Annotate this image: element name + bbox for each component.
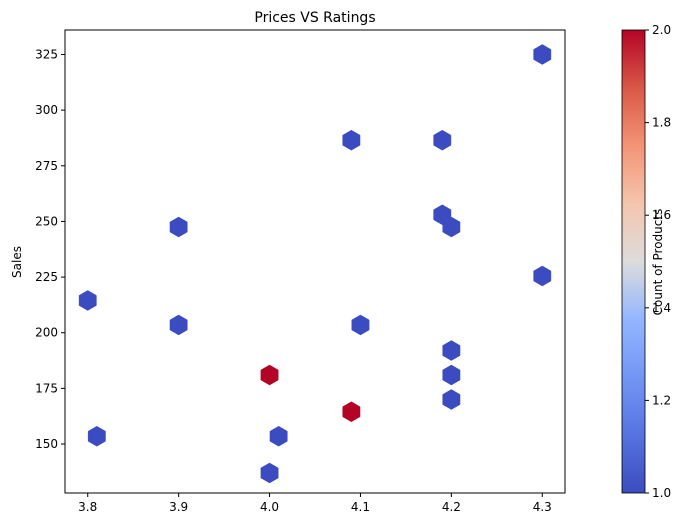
hex-bin <box>169 314 188 336</box>
colorbar-tick-label: 1.6 <box>652 208 671 222</box>
y-tick-label: 300 <box>35 103 58 117</box>
hex-bin <box>342 401 361 423</box>
colorbar-axis: 1.0 1.2 1.4 1.6 1.8 2.0 <box>645 23 671 500</box>
y-tick-label: 250 <box>35 214 58 228</box>
hex-bin <box>260 462 279 484</box>
hex-layer <box>78 44 552 484</box>
hex-bin <box>533 265 552 287</box>
hex-bin <box>433 129 452 151</box>
hex-bin <box>442 364 461 386</box>
y-tick-label: 275 <box>35 159 58 173</box>
hex-bin <box>269 425 288 447</box>
hex-bin <box>442 389 461 410</box>
colorbar <box>621 29 646 494</box>
hex-bin <box>442 340 461 361</box>
x-tick-label: 4.1 <box>351 500 370 514</box>
hex-bin <box>351 314 370 336</box>
colorbar-tick-label: 2.0 <box>652 23 671 37</box>
y-axis: 150 175 200 225 250 275 300 325 <box>35 47 65 451</box>
colorbar-label: Count of Products <box>651 209 665 316</box>
hex-bin <box>78 290 97 311</box>
x-tick-label: 3.8 <box>78 500 97 514</box>
hex-bin <box>169 216 188 238</box>
y-tick-label: 150 <box>35 437 58 451</box>
y-tick-label: 325 <box>35 47 58 61</box>
x-tick-label: 4.0 <box>260 500 279 514</box>
colorbar-tick-label: 1.0 <box>652 486 671 500</box>
colorbar-tick-label: 1.4 <box>652 301 671 315</box>
hex-bin <box>87 425 106 447</box>
hex-bin <box>442 216 461 238</box>
x-tick-label: 4.3 <box>533 500 552 514</box>
y-axis-label: Sales <box>10 246 24 278</box>
x-tick-label: 3.9 <box>169 500 188 514</box>
chart-title: Prices VS Ratings <box>254 10 375 26</box>
x-axis: 3.8 3.9 4.0 4.1 4.2 4.3 <box>78 493 552 514</box>
colorbar-tick-label: 1.8 <box>652 116 671 130</box>
hex-bin <box>533 44 552 65</box>
colorbar-tick-label: 1.2 <box>652 393 671 407</box>
plot-frame <box>64 29 566 494</box>
hex-bin <box>342 129 361 151</box>
y-tick-label: 200 <box>35 326 58 340</box>
hex-bin <box>260 364 279 386</box>
y-tick-label: 225 <box>35 270 58 284</box>
x-tick-label: 4.2 <box>442 500 461 514</box>
y-tick-label: 175 <box>35 381 58 395</box>
